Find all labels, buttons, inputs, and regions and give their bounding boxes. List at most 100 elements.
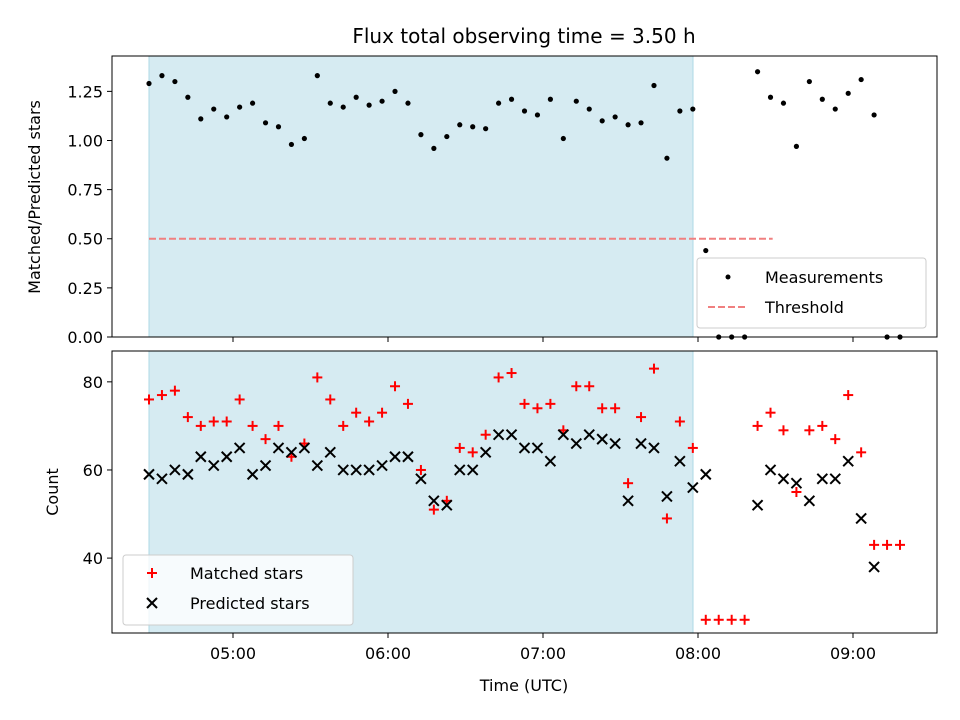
matched-star-point bbox=[817, 420, 828, 431]
predicted-star-point bbox=[570, 437, 583, 450]
predicted-star-point bbox=[363, 464, 375, 476]
measurement-point bbox=[819, 96, 825, 102]
matched-star-point bbox=[610, 403, 621, 414]
measurement-point bbox=[767, 94, 774, 100]
predicted-star-point bbox=[208, 459, 220, 472]
matched-star-point bbox=[273, 420, 284, 431]
predicted-star-point bbox=[855, 512, 867, 525]
matched-star-point bbox=[234, 394, 245, 405]
predicted-star-point bbox=[816, 473, 829, 485]
legend-measurements: Measurements bbox=[765, 268, 883, 287]
matched-star-point bbox=[338, 420, 349, 431]
measurement-point bbox=[237, 104, 243, 110]
measurement-point bbox=[754, 69, 761, 75]
measurement-point bbox=[534, 112, 541, 118]
legend-plus-icon bbox=[147, 568, 157, 578]
matched-star-point bbox=[221, 416, 232, 427]
measurement-point bbox=[249, 100, 256, 106]
bottom-axes-frame bbox=[111, 350, 938, 634]
predicted-star-point bbox=[415, 473, 427, 485]
predicted-star-point bbox=[479, 446, 492, 459]
predicted-star-point bbox=[622, 495, 634, 507]
predicted-star-point bbox=[700, 468, 712, 481]
x-tick-label: 07:00 bbox=[520, 644, 566, 663]
measurement-point bbox=[638, 120, 644, 126]
predicted-star-point bbox=[635, 437, 647, 450]
predicted-star-point bbox=[298, 442, 311, 454]
predicted-star-point bbox=[609, 437, 621, 450]
measurement-point bbox=[211, 106, 217, 112]
measurement-point bbox=[793, 143, 800, 149]
predicted-star-point bbox=[829, 473, 841, 485]
predicted-star-point bbox=[324, 446, 336, 459]
matched-star-point bbox=[377, 407, 388, 418]
predicted-star-point bbox=[220, 451, 233, 463]
matched-star-point bbox=[247, 420, 258, 431]
matched-star-point bbox=[467, 447, 478, 458]
matched-star-point bbox=[260, 434, 271, 445]
bottom-y-tick-label: 40 bbox=[83, 549, 103, 568]
measurement-point bbox=[327, 100, 333, 106]
measurements-series bbox=[146, 69, 903, 340]
predicted-star-point bbox=[272, 442, 285, 454]
top-y-axis-label: Matched/Predicted stars bbox=[25, 100, 44, 294]
predicted-star-point bbox=[143, 468, 155, 481]
matched-star-point bbox=[674, 416, 685, 427]
matched-star-point bbox=[493, 372, 504, 383]
measurement-point bbox=[431, 145, 437, 151]
bottom-y-axis-label: Count bbox=[43, 468, 62, 516]
matched-star-point bbox=[778, 425, 789, 436]
predicted-stars-series bbox=[143, 429, 880, 573]
measurement-point bbox=[224, 114, 230, 120]
legend-predicted-stars: Predicted stars bbox=[190, 594, 310, 613]
measurement-point bbox=[392, 88, 398, 94]
measurement-point bbox=[573, 98, 579, 104]
matched-star-point bbox=[195, 420, 206, 431]
x-axis-label: Time (UTC) bbox=[479, 676, 568, 695]
matched-star-point bbox=[700, 614, 711, 625]
measurement-point bbox=[521, 108, 528, 114]
matched-star-point bbox=[636, 412, 647, 423]
matched-star-point bbox=[519, 398, 530, 409]
matched-star-point bbox=[584, 381, 595, 392]
measurement-point bbox=[262, 120, 269, 126]
measurement-point bbox=[625, 122, 631, 128]
measurement-point bbox=[470, 124, 476, 130]
measurement-point bbox=[353, 94, 359, 100]
matched-star-point bbox=[571, 381, 582, 392]
matched-star-point bbox=[182, 412, 193, 423]
measurement-point bbox=[405, 100, 411, 106]
matched-star-point bbox=[895, 539, 905, 550]
bottom-panel: 40 60 80 05:00 06:00 07:00 08:00 09:00 Count T… bbox=[43, 350, 938, 695]
top-shaded-region bbox=[148, 55, 694, 338]
measurement-point bbox=[664, 155, 670, 161]
predicted-star-point bbox=[842, 455, 854, 467]
predicted-star-point bbox=[492, 429, 505, 441]
matched-star-point bbox=[830, 434, 841, 445]
bottom-y-tick-label: 60 bbox=[83, 461, 103, 480]
legend-x-icon bbox=[146, 597, 158, 609]
matched-star-point bbox=[208, 416, 219, 427]
matched-star-point bbox=[545, 398, 556, 409]
matched-stars-series bbox=[144, 363, 905, 625]
predicted-star-point bbox=[518, 442, 531, 454]
matched-star-point bbox=[532, 403, 543, 414]
matched-star-point bbox=[402, 398, 413, 409]
measurement-point bbox=[418, 132, 424, 138]
measurement-point bbox=[599, 118, 605, 124]
measurement-point bbox=[508, 96, 515, 102]
matched-star-point bbox=[765, 407, 776, 418]
top-axes-frame bbox=[111, 55, 938, 338]
top-legend: Measurements Threshold bbox=[696, 257, 927, 329]
top-y-tick-label: 0.25 bbox=[67, 279, 103, 298]
predicted-star-point bbox=[868, 561, 880, 573]
matched-star-point bbox=[312, 372, 323, 383]
top-y-tick-label: 0.75 bbox=[67, 181, 103, 200]
measurement-point bbox=[586, 106, 592, 112]
matched-star-point bbox=[351, 407, 362, 418]
predicted-star-point bbox=[376, 459, 388, 472]
matched-star-point bbox=[480, 429, 491, 440]
top-y-tick-label: 0.00 bbox=[67, 328, 103, 347]
measurement-point bbox=[185, 94, 191, 100]
